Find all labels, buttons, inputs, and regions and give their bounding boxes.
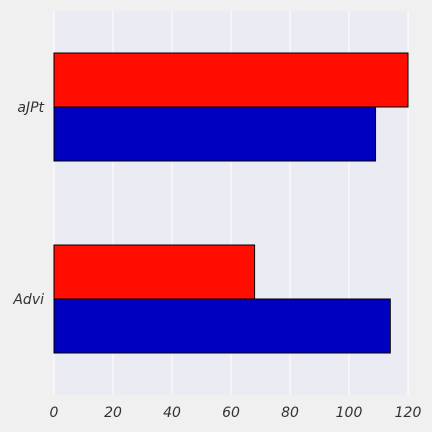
x-tick-label: 40 [163,405,181,421]
x-tick-labels: 0 20 40 60 80 100 120 [50,405,422,421]
bar-advi-series-2 [53,298,391,354]
x-tick-label: 100 [336,405,363,421]
x-tick-label: 20 [104,405,122,421]
y-tick-label: Advi [12,292,44,308]
x-tick-label: 120 [395,405,422,421]
bar-advi-series-1 [53,244,256,300]
bar-ajpt-series-2 [53,106,377,162]
x-tick-label: 0 [50,405,59,421]
y-tick-label: aJPt [17,100,44,116]
x-tick-label: 80 [281,405,299,421]
bar-ajpt-series-1 [53,52,409,108]
x-tick-label: 60 [222,405,240,421]
y-tick-labels: aJPt Advi [12,100,44,308]
bars [53,52,409,354]
